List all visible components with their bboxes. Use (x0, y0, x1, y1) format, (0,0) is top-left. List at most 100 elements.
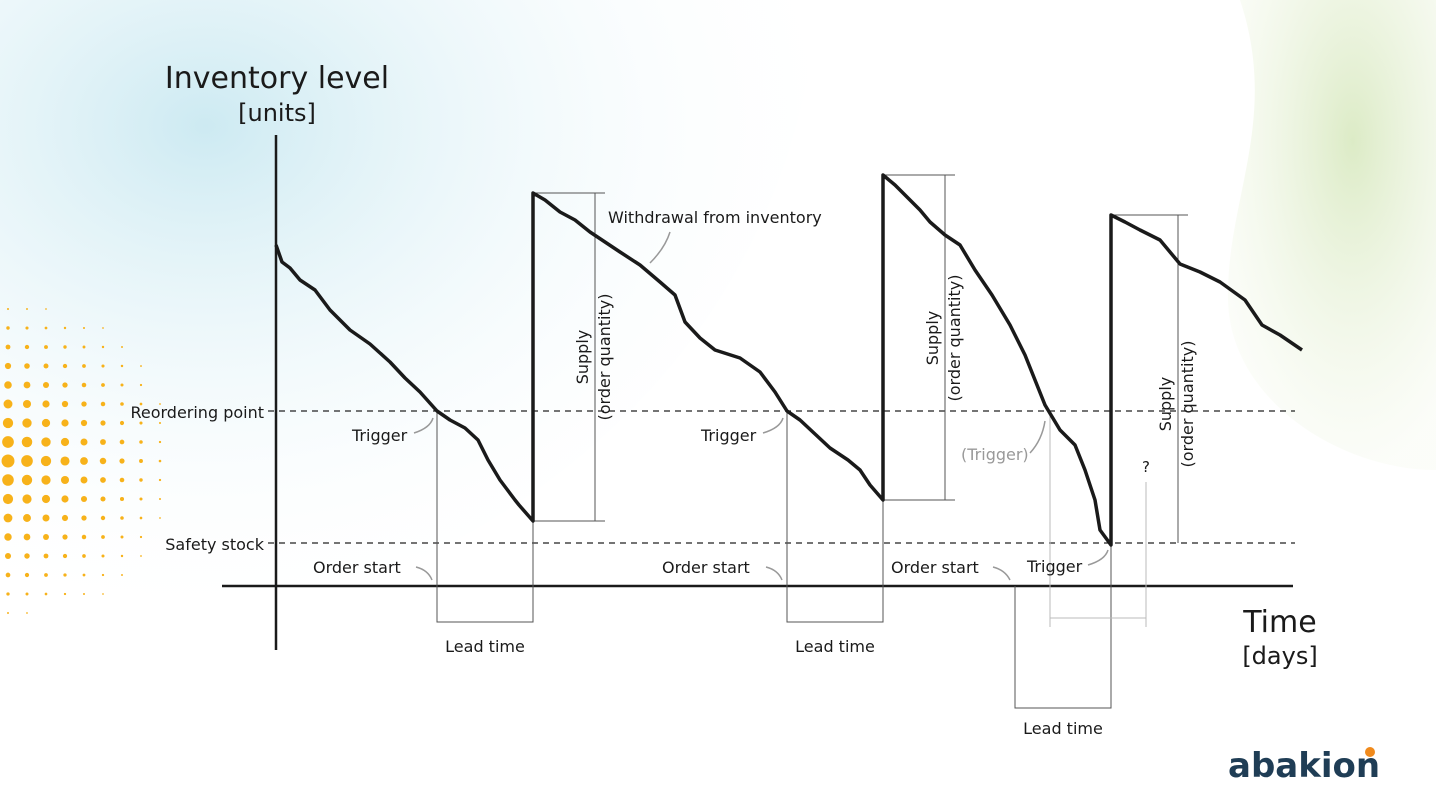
decorative-dot (43, 553, 49, 559)
decorative-dot (80, 495, 88, 503)
svg-text:(order quantity): (order quantity) (595, 294, 614, 421)
supply-bracket-2 (883, 174, 955, 501)
decorative-dot (82, 326, 86, 330)
lead-time-label-1: Lead time (445, 637, 525, 656)
decorative-dot (120, 383, 124, 387)
decorative-dot (21, 455, 33, 467)
decorative-dot (139, 459, 143, 463)
decorative-dot (101, 535, 105, 539)
abakion-logo: abakion (1228, 746, 1381, 786)
decorative-dot (4, 533, 12, 541)
supply-bracket-1 (533, 192, 605, 522)
decorative-dot (60, 437, 70, 447)
decorative-dot (22, 399, 32, 409)
decorative-dot (101, 345, 105, 349)
decorative-dot (63, 573, 67, 577)
decorative-dot (119, 439, 125, 445)
decorative-dot (100, 496, 106, 502)
decorative-dot (44, 592, 48, 596)
decorative-dot (26, 308, 28, 310)
decorative-dot (119, 477, 125, 483)
decorative-dot (2, 493, 14, 505)
decorative-dot (100, 515, 106, 521)
decorative-dot (62, 553, 68, 559)
decorative-dot (42, 381, 50, 389)
decorative-dot (2, 417, 14, 429)
lead-time-bracket-hypothetical (1049, 411, 1147, 627)
decorative-dots (1, 307, 162, 614)
lead-time-bracket-2 (786, 411, 884, 623)
decorative-dot (6, 326, 10, 330)
decorative-dot (80, 419, 88, 427)
trigger-label-1: Trigger (351, 426, 408, 445)
decorative-dot (100, 420, 106, 426)
decorative-dot (3, 513, 13, 523)
question-mark: ? (1142, 458, 1150, 476)
safety-stock-label: Safety stock (165, 535, 264, 554)
svg-text:(order quantity): (order quantity) (945, 275, 964, 402)
decorative-dot (102, 593, 104, 595)
decorative-dot (159, 517, 161, 519)
decorative-dot (83, 593, 85, 595)
decorative-dot (60, 475, 70, 485)
svg-text:Supply: Supply (1156, 377, 1175, 432)
decorative-dot (7, 612, 9, 614)
lead-time-label-3: Lead time (1023, 719, 1103, 738)
decorative-dot (121, 574, 123, 576)
decorative-dot (2, 436, 14, 448)
decorative-dot (158, 478, 162, 482)
decorative-dot (40, 455, 52, 467)
decorative-dot (63, 326, 67, 330)
decorative-dot (101, 554, 105, 558)
reorder-point-label: Reordering point (130, 403, 264, 422)
decorative-dot (101, 364, 105, 368)
background-green-shape (1227, 0, 1436, 470)
decorative-dot (62, 534, 68, 540)
decorative-dot (4, 362, 12, 370)
lead-time-label-2: Lead time (795, 637, 875, 656)
decorative-dot (120, 364, 124, 368)
decorative-dot (4, 552, 12, 560)
decorative-dot (99, 457, 107, 465)
decorative-dot (41, 475, 51, 485)
decorative-dot (139, 440, 143, 444)
decorative-dot (158, 497, 162, 501)
decorative-dot (158, 459, 162, 463)
lead-time-bracket-1 (436, 411, 534, 623)
decorative-dot (25, 326, 29, 330)
decorative-dot (63, 592, 67, 596)
decorative-dot (100, 477, 106, 483)
decorative-dot (43, 534, 49, 540)
decorative-dot (5, 344, 11, 350)
decorative-dot (24, 553, 30, 559)
decorative-dot (24, 363, 30, 369)
decorative-dot (22, 418, 32, 428)
decorative-dot (6, 592, 10, 596)
callout-lines (413, 231, 1109, 581)
decorative-dot (4, 381, 12, 389)
decorative-dot (41, 418, 51, 428)
decorative-dot (139, 478, 143, 482)
decorative-dot (44, 345, 48, 349)
decorative-dot (82, 573, 86, 577)
decorative-dot (82, 345, 86, 349)
decorative-dot (2, 474, 14, 486)
decorative-dot (119, 496, 125, 502)
decorative-dot (1, 454, 15, 468)
decorative-dot (24, 572, 30, 578)
decorative-dot (61, 419, 69, 427)
lead-time-bracket-3 (1014, 545, 1112, 709)
supply-label-2: Supply (order quantity) (923, 275, 964, 402)
decorative-dot (3, 399, 13, 409)
decorative-dot (80, 457, 88, 465)
svg-text:Supply: Supply (573, 330, 592, 385)
decorative-dot (62, 382, 68, 388)
decorative-dot (102, 327, 104, 329)
decorative-dot (101, 383, 105, 387)
decorative-dot (60, 456, 70, 466)
decorative-dot (81, 534, 87, 540)
decorative-dot (100, 439, 106, 445)
decorative-dot (41, 494, 51, 504)
decorative-dot (21, 474, 33, 486)
decorative-dot (120, 554, 124, 558)
